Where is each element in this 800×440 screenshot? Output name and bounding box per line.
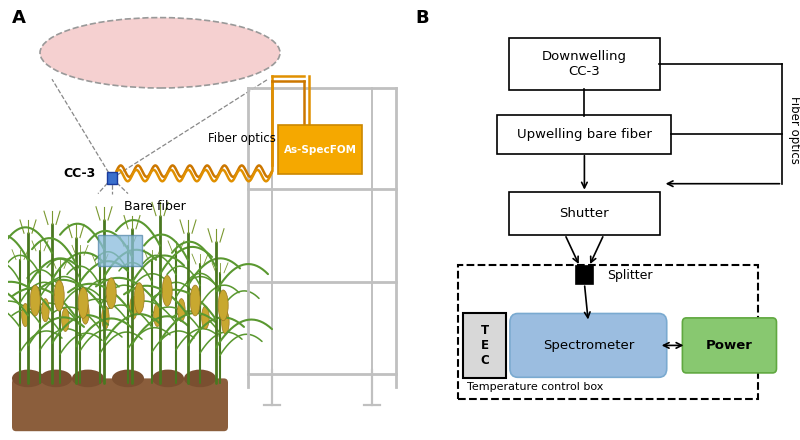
Text: Spectrometer: Spectrometer (542, 339, 634, 352)
Text: Shutter: Shutter (559, 207, 610, 220)
FancyBboxPatch shape (12, 378, 228, 431)
Ellipse shape (40, 370, 72, 387)
FancyBboxPatch shape (682, 318, 777, 373)
Ellipse shape (40, 18, 280, 88)
FancyBboxPatch shape (498, 115, 671, 154)
Ellipse shape (162, 275, 172, 306)
Text: Fiber optics: Fiber optics (208, 132, 276, 145)
FancyBboxPatch shape (98, 235, 142, 266)
Ellipse shape (134, 282, 144, 313)
Ellipse shape (62, 308, 69, 331)
Text: CC-3: CC-3 (64, 167, 96, 180)
Ellipse shape (178, 299, 185, 322)
Ellipse shape (218, 290, 228, 321)
Text: Splitter: Splitter (607, 268, 653, 282)
Ellipse shape (30, 285, 40, 316)
Ellipse shape (112, 370, 144, 387)
FancyBboxPatch shape (278, 125, 362, 174)
FancyBboxPatch shape (509, 192, 660, 235)
Ellipse shape (78, 288, 88, 319)
Text: Power: Power (706, 339, 753, 352)
Ellipse shape (190, 285, 200, 316)
Ellipse shape (72, 370, 104, 387)
Text: Temperature control box: Temperature control box (467, 381, 603, 392)
Ellipse shape (102, 306, 109, 329)
Ellipse shape (82, 301, 89, 324)
Text: A: A (12, 9, 26, 27)
Ellipse shape (152, 370, 184, 387)
Ellipse shape (222, 311, 229, 334)
Ellipse shape (154, 304, 161, 326)
Text: As-SpecFOM: As-SpecFOM (283, 145, 357, 154)
Text: Bare fiber: Bare fiber (124, 200, 186, 213)
Ellipse shape (184, 370, 216, 387)
Ellipse shape (12, 370, 44, 387)
Ellipse shape (54, 280, 64, 311)
FancyBboxPatch shape (510, 313, 666, 377)
Text: T
E
C: T E C (480, 324, 489, 367)
Ellipse shape (130, 296, 137, 319)
Ellipse shape (42, 299, 49, 322)
FancyBboxPatch shape (107, 172, 118, 184)
FancyBboxPatch shape (463, 312, 506, 378)
FancyBboxPatch shape (576, 266, 593, 284)
Text: B: B (416, 9, 430, 27)
Ellipse shape (22, 304, 29, 326)
Text: Downwelling
CC-3: Downwelling CC-3 (542, 50, 627, 78)
FancyBboxPatch shape (509, 37, 660, 90)
Ellipse shape (202, 306, 209, 329)
Text: Upwelling bare fiber: Upwelling bare fiber (517, 128, 652, 141)
Ellipse shape (106, 278, 116, 309)
Text: Fiber optics: Fiber optics (788, 96, 800, 164)
